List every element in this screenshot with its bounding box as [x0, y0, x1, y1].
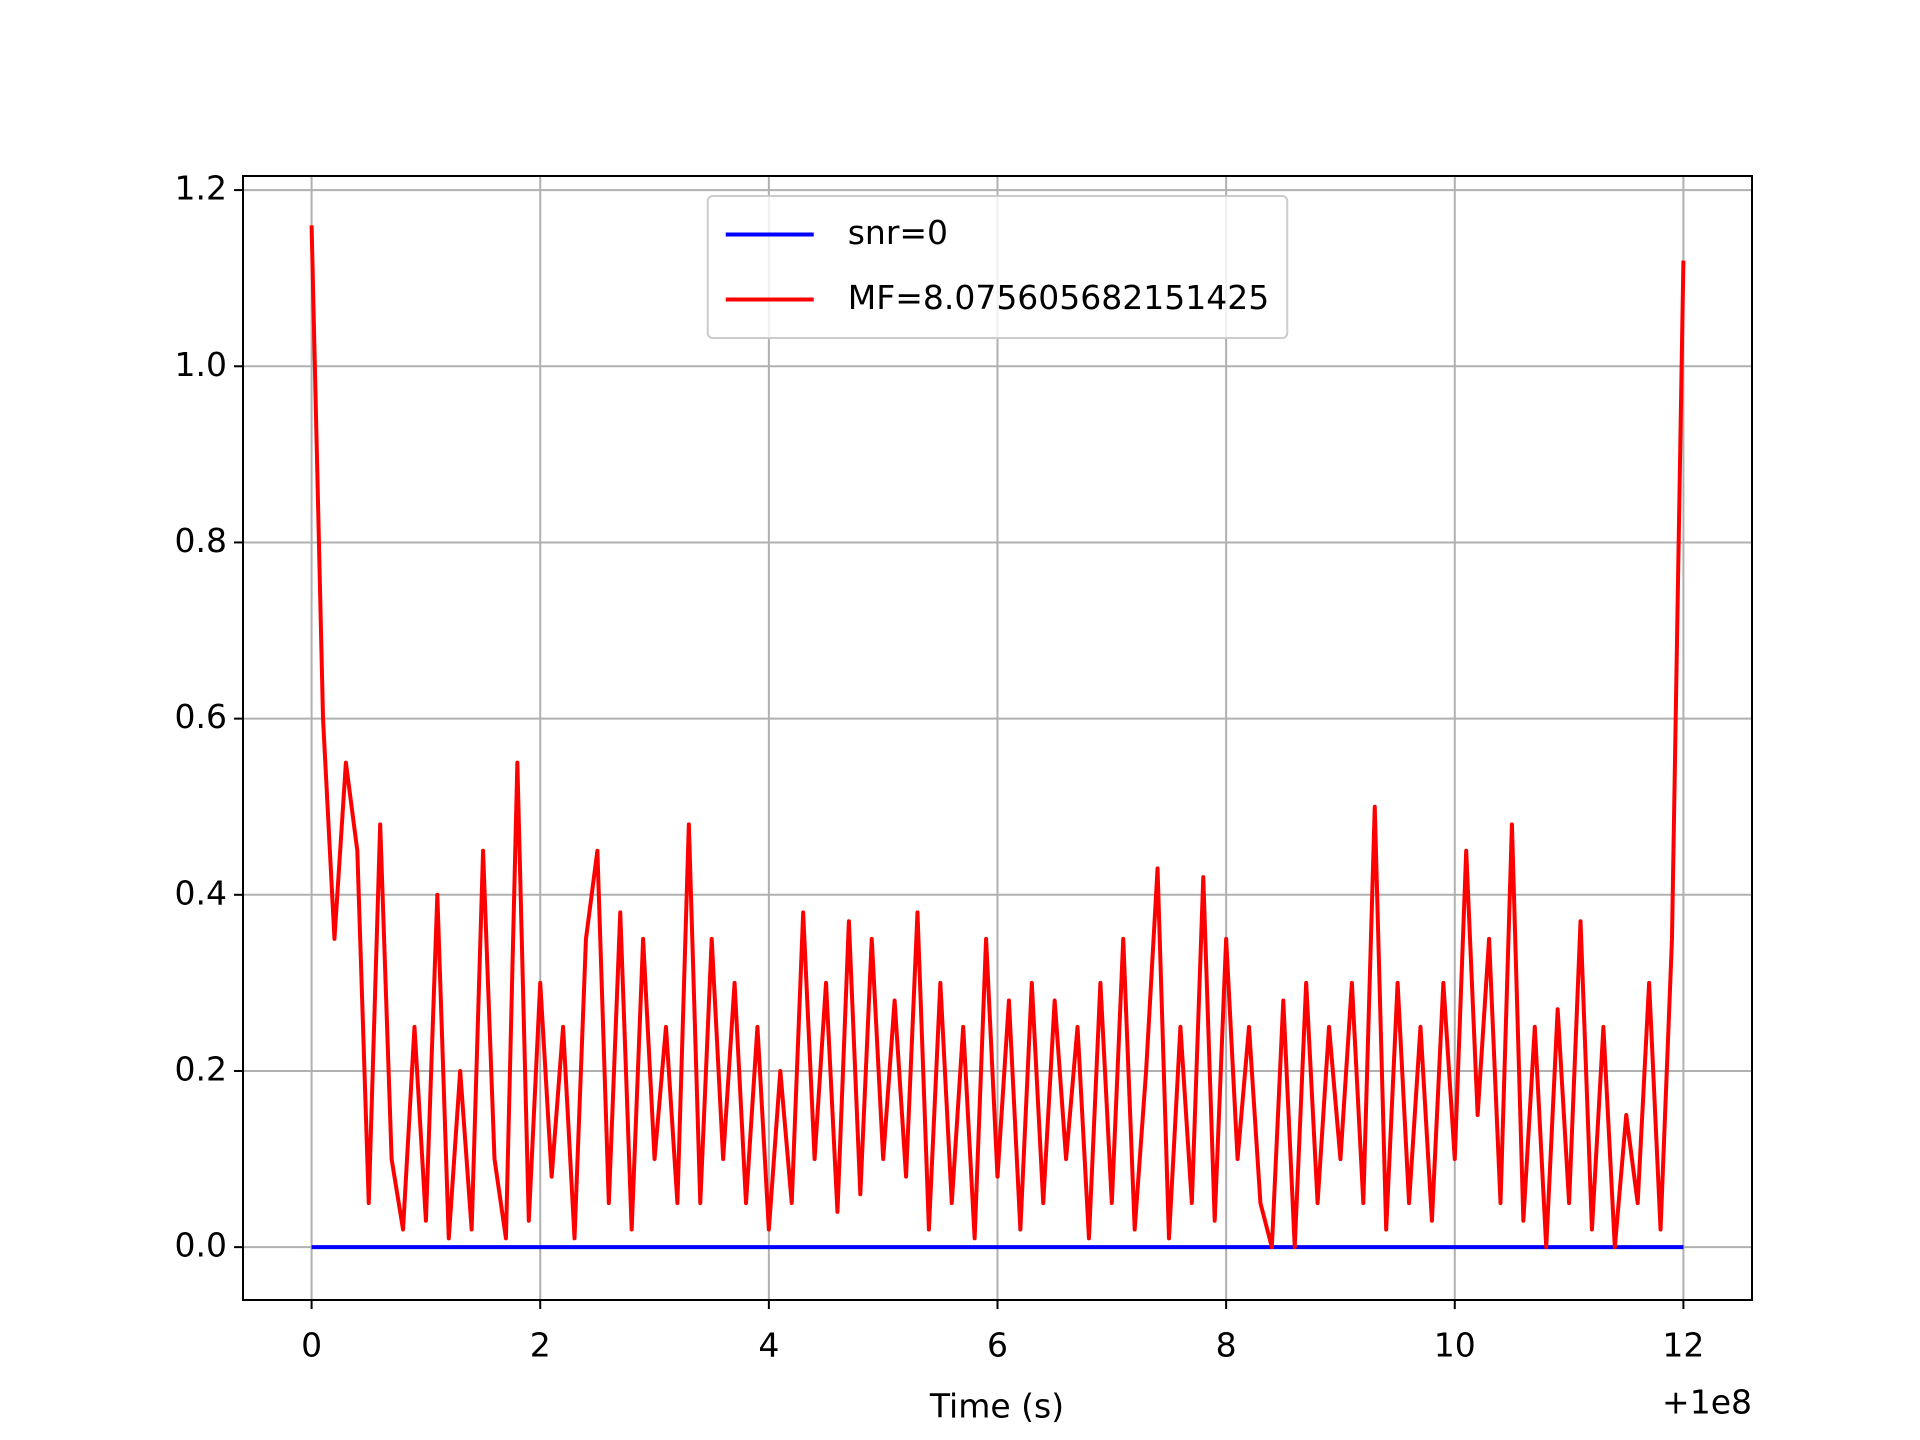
legend-label: MF=8.075605682151425 — [848, 278, 1270, 317]
y-tick-label: 0.2 — [175, 1049, 227, 1088]
x-tick-label: 2 — [530, 1326, 551, 1365]
y-tick-label: 0.6 — [175, 697, 227, 736]
x-axis-label: Time (s) — [929, 1387, 1064, 1426]
x-offset-label: +1e8 — [1662, 1383, 1752, 1422]
legend-label: snr=0 — [848, 213, 948, 252]
y-tick-label: 0.4 — [175, 873, 227, 912]
x-tick-label: 10 — [1434, 1326, 1476, 1365]
x-tick-label: 0 — [301, 1326, 322, 1365]
y-tick-label: 1.0 — [175, 345, 227, 384]
x-tick-label: 6 — [987, 1326, 1008, 1365]
x-tick-label: 12 — [1662, 1326, 1704, 1365]
ticks: 0 2 4 6 8 10 12 0.0 0.2 0.4 0.6 0.8 1.0 1.2 — [175, 169, 1705, 1365]
series-line — [309, 225, 1686, 1250]
legend-box — [706, 195, 1289, 339]
x-tick-label: 4 — [758, 1326, 779, 1365]
y-tick-label: 0.0 — [175, 1226, 227, 1265]
plot-lines — [309, 225, 1686, 1250]
x-tick-label: 8 — [1216, 1326, 1237, 1365]
y-tick-label: 0.8 — [175, 521, 227, 560]
y-tick-label: 1.2 — [175, 169, 227, 208]
legend: snr=0 MF=8.075605682151425 — [706, 195, 1289, 339]
